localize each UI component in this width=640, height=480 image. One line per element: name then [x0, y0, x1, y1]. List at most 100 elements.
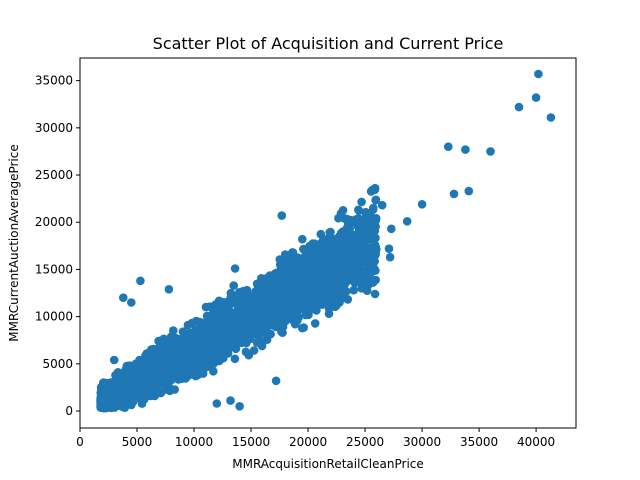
scatter-point — [96, 397, 105, 406]
scatter-point — [534, 69, 543, 79]
scatter-point — [250, 296, 260, 305]
scatter-point — [357, 197, 366, 207]
scatter-point — [449, 189, 459, 199]
scatter-point — [387, 224, 396, 234]
scatter-point — [336, 274, 346, 284]
scatter-point — [329, 273, 339, 283]
scatter-point — [211, 300, 220, 309]
scatter-point — [296, 255, 306, 265]
x-tick-label: 40000 — [517, 435, 555, 449]
scatter-point — [320, 246, 330, 255]
scatter-point — [235, 296, 245, 305]
scatter-point — [293, 290, 303, 300]
scatter-point — [123, 368, 133, 378]
x-axis-label: MMRAcquisitionRetailCleanPrice — [232, 457, 424, 471]
scatter-point — [300, 275, 309, 284]
scatter-point — [311, 256, 320, 265]
scatter-point — [209, 307, 218, 316]
y-tick-label: 30000 — [35, 121, 73, 135]
scatter-point — [326, 293, 336, 303]
scatter-point — [158, 346, 167, 356]
scatter-point — [244, 302, 254, 312]
scatter-point — [349, 285, 359, 295]
scatter-point — [209, 367, 218, 376]
x-tick-label: 10000 — [175, 435, 213, 449]
scatter-point — [377, 200, 387, 210]
x-tick-label: 20000 — [289, 435, 327, 449]
scatter-point — [356, 233, 365, 242]
scatter-point — [142, 363, 151, 373]
scatter-point — [168, 366, 177, 376]
scatter-point — [271, 376, 281, 386]
y-tick-label: 5000 — [42, 357, 73, 371]
scatter-point — [250, 326, 259, 335]
scatter-point — [364, 254, 373, 264]
scatter-point — [223, 297, 232, 307]
scatter-point — [256, 337, 266, 346]
scatter-point — [185, 328, 195, 338]
y-tick-label: 0 — [65, 404, 73, 418]
scatter-point — [275, 289, 285, 299]
scatter-point — [167, 332, 177, 342]
scatter-point — [309, 269, 319, 279]
scatter-point — [326, 237, 335, 246]
scatter-point — [316, 291, 325, 301]
scatter-point — [192, 331, 202, 340]
scatter-point — [364, 221, 374, 230]
scatter-point — [212, 399, 222, 408]
scatter-point — [342, 266, 351, 276]
scatter-point — [202, 362, 211, 372]
scatter-point — [104, 398, 113, 407]
scatter-point — [366, 187, 376, 196]
scatter-point — [217, 340, 227, 350]
scatter-point — [368, 278, 378, 287]
scatter-point — [210, 325, 220, 335]
scatter-point — [335, 288, 345, 298]
y-tick-label: 20000 — [35, 215, 73, 229]
scatter-point — [241, 347, 251, 357]
chart-title: Scatter Plot of Acquisition and Current … — [153, 34, 504, 53]
scatter-point — [357, 242, 367, 251]
scatter-point — [280, 282, 289, 291]
scatter-point — [127, 298, 136, 307]
scatter-point — [235, 402, 244, 411]
scatter-point — [230, 354, 240, 364]
scatter-point — [361, 207, 371, 217]
scatter-point — [311, 283, 320, 293]
scatter-point — [310, 301, 320, 310]
scatter-point — [335, 265, 345, 275]
y-tick-label: 35000 — [35, 74, 73, 88]
scatter-point — [369, 236, 378, 246]
scatter-point — [187, 356, 196, 366]
scatter-point — [325, 281, 335, 291]
scatter-point — [218, 354, 227, 363]
scatter-point — [302, 245, 312, 255]
scatter-point — [198, 369, 208, 378]
scatter-point — [336, 209, 346, 218]
scatter-point — [211, 355, 220, 364]
scatter-point — [238, 316, 247, 325]
scatter-point — [354, 261, 364, 270]
scatter-point — [345, 229, 354, 238]
scatter-point — [196, 355, 206, 365]
scatter-point — [230, 264, 240, 273]
scatter-point — [140, 394, 149, 404]
y-tick-label: 15000 — [35, 262, 73, 276]
scatter-point — [163, 371, 172, 381]
scatter-point — [343, 217, 353, 227]
scatter-point — [261, 328, 270, 338]
scatter-point — [417, 200, 427, 209]
scatter-point — [236, 327, 245, 336]
scatter-point — [277, 321, 286, 331]
scatter-point — [303, 305, 312, 315]
scatter-point — [208, 343, 218, 352]
scatter-point — [359, 275, 369, 284]
scatter-point — [324, 309, 334, 319]
scatter-point — [285, 267, 295, 277]
scatter-point — [154, 361, 164, 371]
scatter-point — [276, 299, 286, 308]
y-axis-label: MMRCurrentAuctionAveragePrice — [7, 144, 21, 341]
scatter-point — [198, 347, 207, 357]
scatter-point — [170, 346, 180, 356]
scatter-point — [531, 93, 541, 102]
